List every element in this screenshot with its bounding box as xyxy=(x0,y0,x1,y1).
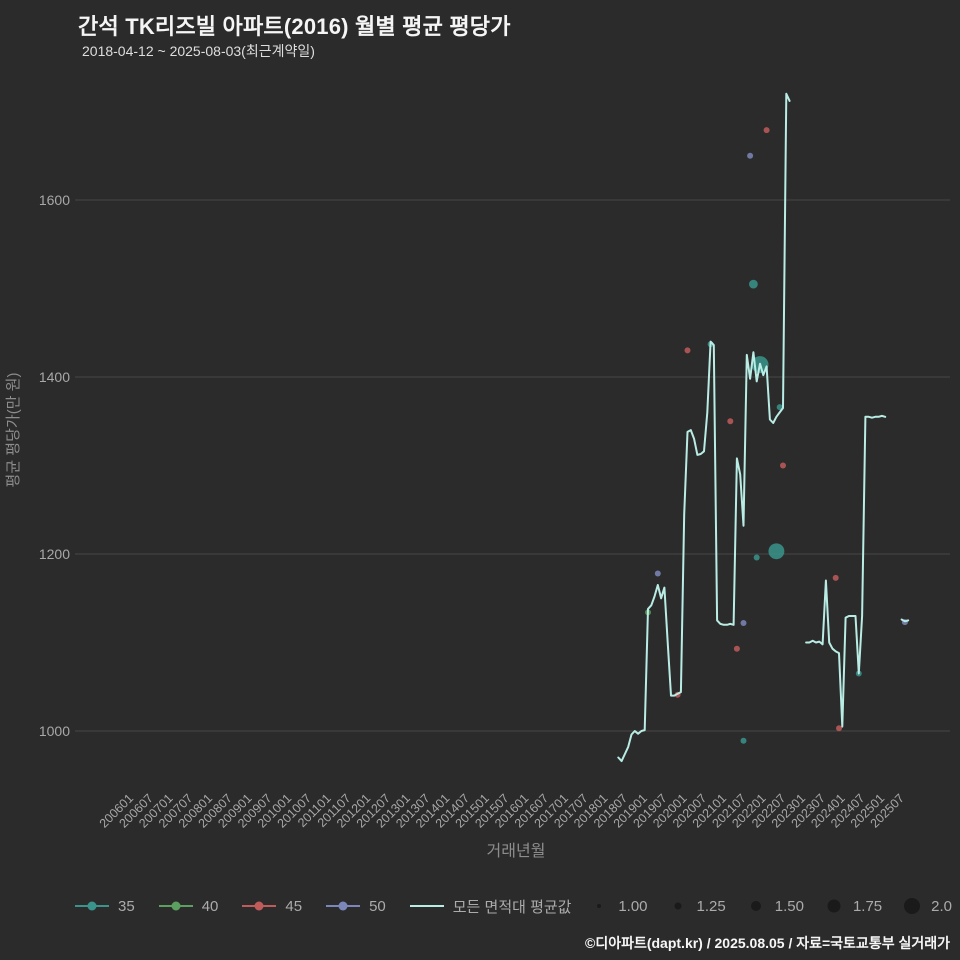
y-tick-label: 1600 xyxy=(39,192,70,208)
y-tick-label: 1400 xyxy=(39,369,70,385)
size-dot-icon xyxy=(674,902,682,910)
legend-label: 50 xyxy=(369,897,386,915)
avg-line[interactable] xyxy=(805,414,887,728)
size-legend-label: 1.75 xyxy=(852,897,883,915)
scatter-point-45[interactable] xyxy=(727,418,734,425)
legend-swatch-icon xyxy=(158,901,193,911)
scatter-point-50[interactable] xyxy=(747,152,754,159)
scatter-point-45[interactable] xyxy=(684,347,691,354)
scatter-point-45[interactable] xyxy=(836,725,842,732)
chart-title: 간석 TK리즈빌 아파트(2016) 월별 평균 평당가 xyxy=(78,14,511,39)
scatter-point-35[interactable] xyxy=(740,737,747,744)
legend-label: 45 xyxy=(285,897,303,915)
size-legend-label: 1.50 xyxy=(774,897,804,915)
legend: 35 40 45 50 모든 면적대 평균값 1.00 1.25 1.50 1.75 2.0 xyxy=(75,893,952,919)
legend-label: 40 xyxy=(201,897,219,915)
legend-swatch-icon xyxy=(75,901,109,911)
y-tick-label: 1200 xyxy=(39,546,70,562)
size-legend-label: 1.00 xyxy=(618,897,648,915)
legend-swatch-icon xyxy=(326,901,361,911)
avg-line[interactable] xyxy=(900,618,910,623)
size-legend-item-1.50: 1.50 xyxy=(746,896,804,916)
size-dot-icon xyxy=(827,899,841,913)
scatter-point-50[interactable] xyxy=(740,620,747,626)
scatter-point-35[interactable] xyxy=(768,543,785,560)
legend-label: 모든 면적대 평균값 xyxy=(452,898,572,916)
size-legend-label: 1.25 xyxy=(696,897,726,915)
y-axis-title: 평균 평당가(만 원) xyxy=(5,373,22,488)
size-dot-icon xyxy=(904,898,921,914)
series-legend: 35 40 45 50 모든 면적대 평균값 xyxy=(75,896,572,917)
size-legend-item-1.00: 1.00 xyxy=(589,896,648,916)
size-legend-item-1.75: 1.75 xyxy=(824,896,882,916)
size-dot-icon xyxy=(597,904,602,908)
attribution-footer: ©디아파트(dapt.kr) / 2025.08.05 / 자료=국토교통부 실… xyxy=(585,935,950,951)
size-legend-item-2.0: 2.0 xyxy=(902,896,952,916)
legend-item-35[interactable]: 35 xyxy=(75,898,135,915)
scatter-point-45[interactable] xyxy=(832,574,839,581)
scatter-point-45[interactable] xyxy=(780,462,786,469)
legend-item-50[interactable]: 50 xyxy=(326,898,386,915)
legend-swatch-icon xyxy=(409,905,444,907)
scatter-point-35[interactable] xyxy=(753,554,760,561)
avg-line[interactable] xyxy=(617,92,791,763)
legend-label: 35 xyxy=(118,897,135,915)
size-dot-icon xyxy=(750,901,761,911)
scatter-point-35[interactable] xyxy=(776,404,783,411)
legend-item-45[interactable]: 45 xyxy=(242,898,302,915)
chart-subtitle: 2018-04-12 ~ 2025-08-03(최근계약일) xyxy=(82,43,315,59)
legend-swatch-icon xyxy=(242,901,277,911)
legend-item-모든 면적대 평균값[interactable]: 모든 면적대 평균값 xyxy=(409,896,572,917)
size-legend-item-1.25: 1.25 xyxy=(668,896,726,916)
size-legend-label: 2.0 xyxy=(931,897,952,915)
size-legend: 1.00 1.25 1.50 1.75 2.0 xyxy=(589,896,952,916)
scatter-point-45[interactable] xyxy=(763,127,770,134)
scatter-point-50[interactable] xyxy=(654,570,661,577)
legend-item-40[interactable]: 40 xyxy=(158,897,219,915)
scatter-point-35[interactable] xyxy=(749,279,758,289)
scatter-point-45[interactable] xyxy=(733,645,740,652)
x-axis-title: 거래년월 xyxy=(487,842,546,860)
y-tick-label: 1000 xyxy=(39,723,70,739)
